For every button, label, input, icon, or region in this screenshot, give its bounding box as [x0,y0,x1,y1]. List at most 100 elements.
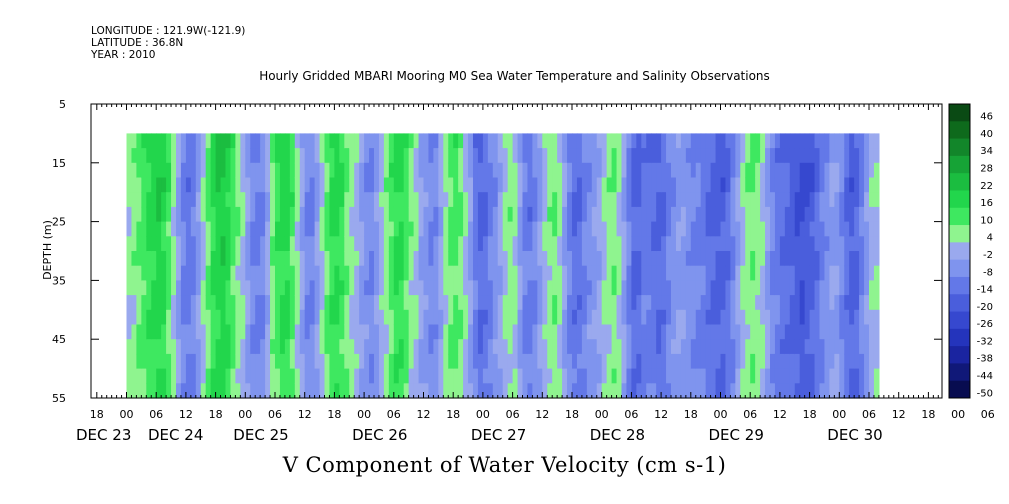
heatmap-cell [606,192,613,208]
heatmap-cell [433,368,439,384]
heatmap-cell [601,206,608,223]
heatmap-cell [230,177,236,193]
heatmap-cell [146,236,152,252]
heatmap-cell [383,221,390,237]
heatmap-cell [126,206,133,223]
heatmap-cell [383,251,390,267]
heatmap-cell [190,236,197,252]
heatmap-cell [844,368,850,384]
heatmap-cell [735,133,741,149]
heatmap-cell [324,280,331,296]
heatmap-cell [651,383,657,399]
heatmap-cell [586,236,593,252]
heatmap-cell [314,177,321,193]
heatmap-cell [334,177,340,193]
heatmap-cell [388,383,395,399]
heatmap-cell [735,383,741,399]
heatmap-cell [601,265,608,281]
heatmap-cell [151,368,157,384]
heatmap-cell [339,368,345,384]
heatmap-cell [428,339,434,355]
heatmap-cell [507,368,514,384]
heatmap-cell [661,206,667,223]
heatmap-cell [809,133,816,149]
heatmap-cell [581,251,588,267]
y-tick-label: 45 [52,333,66,346]
heatmap-cell [339,251,345,267]
heatmap-cell [586,251,593,267]
heatmap-cell [393,148,400,164]
heatmap-cell [126,133,133,149]
heatmap-cell [497,280,504,296]
heatmap-cell [443,309,449,326]
heatmap-cell [591,368,598,384]
heatmap-cell [562,251,568,267]
heatmap-cell [700,133,707,149]
heatmap-cell [596,177,603,193]
heatmap-cell [438,148,444,164]
x-hour-label: 00 [476,408,490,421]
heatmap-cell [383,177,390,193]
heatmap-cell [477,280,484,296]
heatmap-cell [176,295,182,311]
heatmap-cell [260,309,266,326]
heatmap-cell [770,265,776,281]
heatmap-cell [809,383,816,399]
heatmap-cell [596,339,603,355]
heatmap-cell [844,133,850,149]
heatmap-cell [740,265,746,281]
heatmap-cell [408,368,415,384]
heatmap-cell [869,368,875,384]
heatmap-cell [482,236,489,252]
heatmap-cell [809,177,816,193]
heatmap-cell [304,295,311,311]
heatmap-cell [378,236,385,252]
heatmap-cell [532,192,538,208]
heatmap-cell [873,309,880,326]
heatmap-cell [646,206,652,223]
heatmap-cell [190,295,197,311]
heatmap-cell [755,221,761,237]
latitude-label: LATITUDE : 36.8N [91,37,184,49]
heatmap-cell [245,353,251,370]
heatmap-cell [606,236,613,252]
heatmap-cell [304,339,311,355]
heatmap-cell [314,265,321,281]
heatmap-cell [809,339,816,355]
heatmap-cell [666,309,672,326]
heatmap-cell [260,324,266,340]
heatmap-cell [265,309,271,326]
heatmap-cell [730,206,736,223]
heatmap-cell [581,368,588,384]
heatmap-cell [730,368,736,384]
heatmap-cell [794,236,801,252]
heatmap-cell [176,251,182,267]
heatmap-cell [468,368,474,384]
heatmap-cell [344,368,350,384]
heatmap-cell [339,265,345,281]
heatmap-cell [166,339,172,355]
heatmap-cell [774,383,781,399]
heatmap-cell [220,133,227,149]
heatmap-cell [611,280,618,296]
heatmap-cell [403,295,410,311]
heatmap-cell [141,192,147,208]
heatmap-cell [180,236,187,252]
heatmap-cell [344,265,350,281]
heatmap-cell [314,309,321,326]
heatmap-cell [522,162,529,179]
heatmap-cell [537,309,543,326]
heatmap-cell [671,206,677,223]
heatmap-cell [824,177,830,193]
heatmap-cell [819,324,826,340]
heatmap-cell [680,295,687,311]
heatmap-cell [161,236,167,252]
heatmap-cell [700,309,707,326]
heatmap-cell [695,206,702,223]
heatmap-cell [314,251,321,267]
heatmap-cell [190,353,197,370]
heatmap-cell [304,177,311,193]
heatmap-cell [403,148,410,164]
heatmap-cell [289,383,296,399]
heatmap-cell [735,309,741,326]
